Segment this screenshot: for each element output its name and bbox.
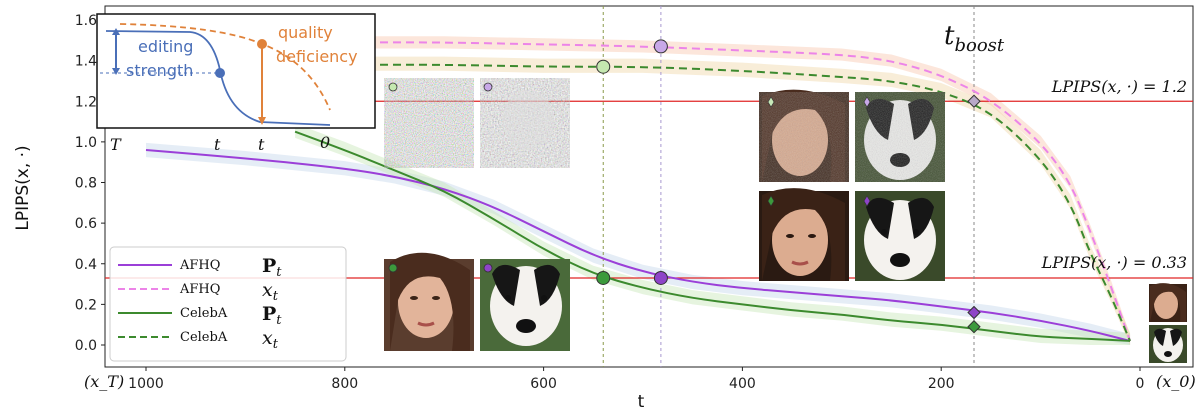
series-celeba-pt: [294, 130, 1131, 342]
plot-area: [104, 5, 1194, 368]
thumb-dog-boost-noisy: [855, 92, 945, 182]
svg-text:AFHQ: AFHQ: [179, 258, 220, 273]
t-boost-t: t: [944, 21, 955, 51]
x-tick-label: 200: [928, 376, 955, 392]
thumb-noise-celeba: [384, 78, 474, 168]
y-tick-label: 0.0: [75, 338, 97, 354]
legend-box: [109, 246, 347, 362]
t-boost-annotation: tboost: [944, 21, 1005, 56]
svg-text:AFHQ: AFHQ: [179, 282, 220, 297]
series-celeba-xt: [146, 63, 1131, 342]
inset-tick-t2: t: [258, 135, 265, 154]
x-tick-label: 400: [729, 376, 756, 392]
svg-text:CelebA: CelebA: [180, 330, 228, 345]
thumb-face-boost-clean: [759, 188, 849, 281]
x-tick-label: 800: [331, 376, 358, 392]
svg-text:CelebA: CelebA: [180, 306, 228, 321]
inset-blue-point: [215, 68, 225, 78]
inset-quality-arrow-head: [258, 117, 266, 125]
marker-diamond-5: [967, 305, 981, 320]
inset-tick-T: T: [110, 135, 122, 154]
inset-tick-0: 0: [320, 133, 330, 152]
legend: AFHQ Pt AFHQ xt CelebA Pt CelebA xt: [109, 246, 347, 362]
y-ticks: 0.0 0.2 0.4 0.6 0.8 1.0 1.2 1.4 1.6: [75, 13, 105, 354]
x-ticks: 1000 800 600 400 200 0: [128, 367, 1144, 392]
series-lines: [145, 39, 1132, 342]
inset-label-strength: strength: [126, 61, 193, 80]
y-tick-label: 1.2: [75, 94, 97, 110]
thumb-dog-clean-1: [480, 259, 570, 351]
t-boost-sub: boost: [954, 35, 1004, 56]
inset-arrow-head-up: [112, 28, 120, 35]
inset-label-deficiency: deficiency: [276, 47, 358, 66]
thumb-noise-afhq: [480, 78, 570, 168]
series-afhq-pt: [145, 149, 1131, 342]
marker-circle-2: [596, 270, 611, 285]
thumb-face-clean-1: [384, 252, 474, 351]
inset-label-editing: editing: [138, 37, 193, 56]
y-axis-label: LPIPS(x, ·): [13, 145, 33, 230]
thumb-dog-end: [1149, 325, 1187, 363]
thumb-dog-boost-clean: [855, 191, 945, 281]
inset-arrow-head-down: [112, 68, 120, 75]
series-markers: [596, 39, 981, 334]
y-tick-label: 1.6: [75, 13, 97, 29]
y-tick-label: 1.4: [75, 54, 97, 70]
x-tick-label: 0: [1136, 376, 1145, 392]
thumb-face-end: [1149, 283, 1187, 322]
marker-circle-3: [653, 270, 668, 285]
hline-label-0-33: LPIPS(x, ·) = 0.33: [1041, 253, 1187, 272]
hline-label-1-2: LPIPS(x, ·) = 1.2: [1051, 77, 1187, 96]
x-end-right-label: (x_0): [1156, 372, 1196, 391]
inset-orange-point: [257, 39, 267, 49]
marker-diamond-4: [967, 94, 981, 108]
band-afhq-pt: [146, 142, 1131, 345]
x-tick-label: 1000: [128, 376, 164, 392]
marker-circle-0: [596, 59, 611, 74]
x-tick-label: 600: [530, 376, 557, 392]
inset-tick-t1: t: [214, 135, 221, 154]
y-tick-label: 0.2: [75, 297, 97, 313]
thumb-face-boost-noisy: [759, 89, 849, 182]
series-afhq-xt: [145, 39, 1132, 342]
inset-label-quality: quality: [278, 23, 333, 42]
y-tick-label: 0.8: [75, 176, 97, 192]
y-tick-label: 0.4: [75, 257, 97, 273]
marker-circle-1: [653, 39, 668, 54]
inset-schematic: editing strength quality deficiency: [96, 13, 376, 129]
marker-diamond-6: [967, 320, 981, 334]
x-end-left-label: (x_T): [84, 372, 124, 391]
y-tick-label: 0.6: [75, 216, 97, 232]
x-axis-label: t: [638, 392, 645, 412]
y-tick-label: 1.0: [75, 135, 97, 151]
